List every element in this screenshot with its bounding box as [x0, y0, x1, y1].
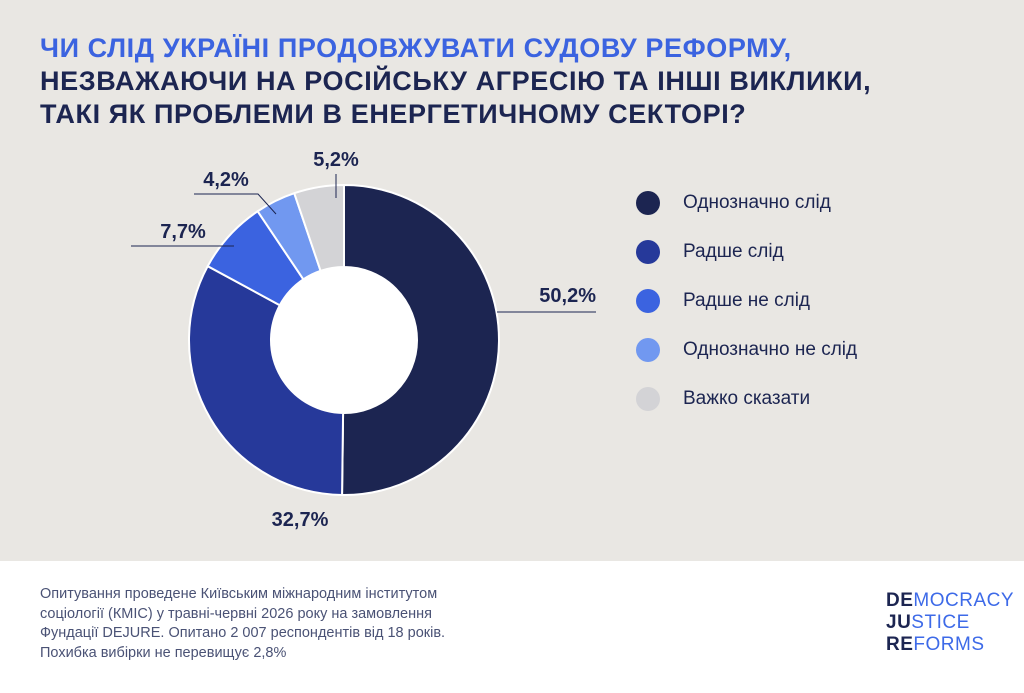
- slice-value-label: 50,2%: [539, 285, 596, 307]
- slice-value-label: 5,2%: [313, 149, 359, 171]
- survey-note-line-3: Фундації DEJURE. Опитано 2 007 респонден…: [40, 625, 446, 641]
- logo-re: RE: [886, 634, 914, 655]
- legend-swatch: [636, 190, 660, 215]
- legend-label: Радше не слід: [683, 289, 811, 311]
- logo-ju: JU: [886, 612, 912, 633]
- logo-stice: STICE: [911, 612, 970, 633]
- title-line-2: НЕЗВАЖАЮЧИ НА РОСІЙСЬКУ АГРЕСІЮ ТА ІНШІ …: [40, 66, 872, 96]
- legend-swatch: [636, 239, 660, 264]
- title-line-3: ТАКІ ЯК ПРОБЛЕМИ В ЕНЕРГЕТИЧНОМУ СЕКТОРІ…: [40, 99, 747, 129]
- slice-value-label: 7,7%: [160, 221, 206, 243]
- legend-label: Важко сказати: [683, 387, 811, 409]
- legend-item: Однозначно не слід: [636, 325, 857, 374]
- survey-note: Опитування проведене Київським міжнародн…: [40, 585, 560, 663]
- legend-swatch: [636, 288, 660, 313]
- legend-label: Однозначно не слід: [683, 338, 858, 360]
- slice-value-label: 4,2%: [203, 169, 249, 191]
- legend-item: Радше не слід: [636, 276, 857, 325]
- label-leader-line: [194, 193, 277, 215]
- chart-panel: [0, 0, 1024, 561]
- legend-label: Однозначно слід: [683, 191, 831, 213]
- legend-item: Радше слід: [636, 227, 857, 276]
- donut-chart: 50,2% 32,7% 7,7% 4,2% 5,2%: [131, 149, 596, 531]
- slice-value-label: 32,7%: [272, 509, 329, 531]
- survey-note-line-4: Похибка вибірки не перевищує 2,8%: [40, 644, 287, 661]
- legend-label: Радше слід: [683, 240, 784, 262]
- logo-mocracy: MOCRACY: [913, 590, 1015, 611]
- survey-note-line-1: Опитування проведене Київським міжнародн…: [40, 586, 438, 602]
- survey-note-line-2: соціології (КМІС) у травні-червні 2026 р…: [40, 605, 432, 622]
- logo-forms: FORMS: [913, 634, 985, 655]
- legend-item: Важко сказати: [636, 374, 857, 423]
- legend-item: Однозначно слід: [636, 178, 857, 227]
- logo-de: DE: [886, 590, 914, 611]
- legend-swatch: [636, 386, 660, 411]
- donut-hole: [271, 267, 417, 413]
- djr-logo: DEMOCRACY JUSTICE REFORMS: [886, 590, 1014, 656]
- title-line-1: ЧИ СЛІД УКРАЇНІ ПРОДОВЖУВАТИ СУДОВУ РЕФО…: [40, 33, 792, 63]
- legend-swatch: [636, 337, 660, 362]
- chart-title: ЧИ СЛІД УКРАЇНІ ПРОДОВЖУВАТИ СУДОВУ РЕФО…: [40, 32, 1000, 131]
- chart-legend: Однозначно слід Радше слід Радше не слід Од…: [636, 178, 857, 423]
